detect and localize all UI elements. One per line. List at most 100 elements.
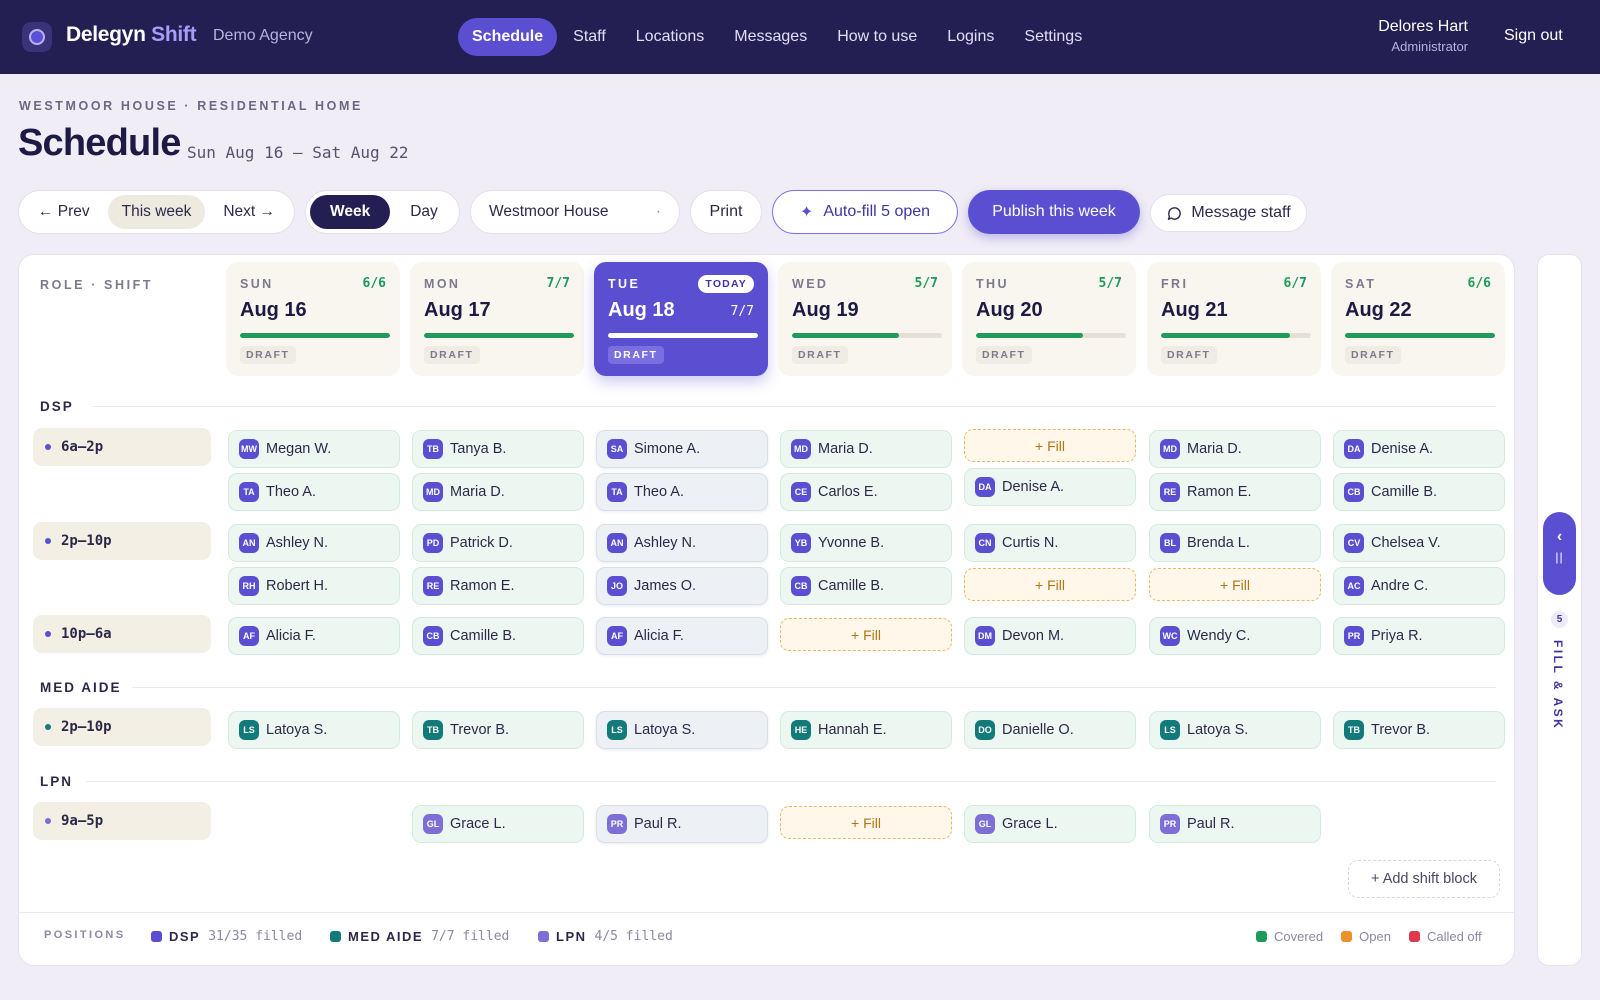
day-column-tue[interactable]: TUE TODAY 7/7 Aug 18 DRAFT [594,262,768,376]
shift-assignment-card[interactable]: YB Yvonne B. [780,524,952,562]
shift-assignment-card[interactable]: GL Grace L. [412,805,584,843]
day-column-wed[interactable]: WED 5/7 Aug 19 DRAFT [778,262,952,376]
coverage-progress-bar [1345,333,1495,338]
next-week-button[interactable]: Next → [223,203,275,220]
nav-locations[interactable]: Locations [635,28,705,45]
day-column-fri[interactable]: FRI 6/7 Aug 21 DRAFT [1147,262,1321,376]
print-button[interactable]: Print [690,190,762,234]
staff-avatar: DO [975,720,995,740]
legend-covered: Covered [1274,929,1324,944]
nav-staff[interactable]: Staff [573,28,606,45]
nav-schedule[interactable]: Schedule [458,18,558,56]
shift-assignment-card[interactable]: MW Megan W. [228,430,400,468]
shift-assignment-card[interactable]: CB Camille B. [1333,473,1505,511]
fill-open-shift-button[interactable]: + Fill [1149,568,1321,601]
shift-assignment-card[interactable]: PR Paul R. [1149,805,1321,843]
shift-assignment-card[interactable]: JO James O. [596,567,768,605]
fill-open-shift-button[interactable]: + Fill [780,806,952,839]
shift-assignment-card[interactable]: PR Paul R. [596,805,768,843]
nav-settings[interactable]: Settings [1024,28,1083,45]
week-view-button[interactable]: Week [310,195,391,229]
nav-logins[interactable]: Logins [947,28,995,45]
sign-out-button[interactable]: Sign out [1504,27,1563,44]
day-column-thu[interactable]: THU 5/7 Aug 20 DRAFT [962,262,1136,376]
shift-assignment-card[interactable]: GL Grace L. [964,805,1136,843]
section-lpn: LPN [40,774,73,789]
staff-name: Ashley N. [266,535,329,551]
shift-assignment-card[interactable]: TB Trevor B. [412,711,584,749]
shift-assignment-card[interactable]: SA Simone A. [596,430,768,468]
shift-assignment-card[interactable]: DM Devon M. [964,617,1136,655]
this-week-button[interactable]: This week [107,195,206,229]
shift-assignment-card[interactable]: MD Maria D. [412,473,584,511]
shift-assignment-card[interactable]: CE Carlos E. [780,473,952,511]
shift-assignment-card[interactable]: AF Alicia F. [596,617,768,655]
staff-name: Ramon E. [1187,484,1252,500]
day-column-sat[interactable]: SAT 6/6 Aug 22 DRAFT [1331,262,1505,376]
staff-name: Hannah E. [818,722,887,738]
day-view-button[interactable]: Day [410,203,438,220]
shift-assignment-card[interactable]: CN Curtis N. [964,524,1136,562]
shift-assignment-card[interactable]: MD Maria D. [1149,430,1321,468]
staff-avatar: HE [791,720,811,740]
auto-fill-button[interactable]: ✦ Auto-fill 5 open [772,190,958,234]
section-med-aide: MED AIDE [40,680,122,695]
shift-assignment-card[interactable]: TA Theo A. [228,473,400,511]
staff-avatar: AN [607,533,627,553]
shift-assignment-card[interactable]: RE Ramon E. [1149,473,1321,511]
shift-assignment-card[interactable]: TB Trevor B. [1333,711,1505,749]
add-shift-block-button[interactable]: + Add shift block [1348,860,1500,898]
day-of-week: FRI [1161,277,1189,291]
staff-name: Andre C. [1371,578,1429,594]
chevron-left-icon: ‹ [1556,528,1563,545]
publish-week-button[interactable]: Publish this week [968,190,1140,234]
staff-name: Camille B. [450,628,517,644]
shift-assignment-card[interactable]: DA Denise A. [964,468,1136,506]
draft-badge: DRAFT [976,346,1032,364]
staff-name: Grace L. [1002,816,1058,832]
brand-name[interactable]: Delegyn Shift [66,23,197,46]
staff-name: Ramon E. [450,578,515,594]
shift-assignment-card[interactable]: RE Ramon E. [412,567,584,605]
shift-assignment-card[interactable]: BL Brenda L. [1149,524,1321,562]
fill-open-shift-button[interactable]: + Fill [964,568,1136,601]
staff-name: Denise A. [1002,479,1065,495]
shift-assignment-card[interactable]: AC Andre C. [1333,567,1505,605]
nav-how-to-use[interactable]: How to use [837,28,918,45]
staff-avatar: TA [239,482,259,502]
shift-assignment-card[interactable]: AN Ashley N. [596,524,768,562]
shift-assignment-card[interactable]: LS Latoya S. [228,711,400,749]
staff-name: Chelsea V. [1371,535,1441,551]
day-column-sun[interactable]: SUN 6/6 Aug 16 DRAFT [226,262,400,376]
staff-name: Carlos E. [818,484,878,500]
shift-assignment-card[interactable]: TB Tanya B. [412,430,584,468]
shift-assignment-card[interactable]: RH Robert H. [228,567,400,605]
shift-assignment-card[interactable]: TA Theo A. [596,473,768,511]
shift-assignment-card[interactable]: CB Camille B. [412,617,584,655]
fill-open-shift-button[interactable]: + Fill [780,618,952,651]
shift-assignment-card[interactable]: PD Patrick D. [412,524,584,562]
day-column-mon[interactable]: MON 7/7 Aug 17 DRAFT [410,262,584,376]
shift-assignment-card[interactable]: PR Priya R. [1333,617,1505,655]
shift-assignment-card[interactable]: WC Wendy C. [1149,617,1321,655]
shift-assignment-card[interactable]: LS Latoya S. [596,711,768,749]
shift-assignment-card[interactable]: CB Camille B. [780,567,952,605]
fill-open-shift-button[interactable]: + Fill [964,429,1136,462]
shift-assignment-card[interactable]: AN Ashley N. [228,524,400,562]
staff-avatar: LS [1160,720,1180,740]
shift-assignment-card[interactable]: AF Alicia F. [228,617,400,655]
shift-assignment-card[interactable]: DO Danielle O. [964,711,1136,749]
shift-assignment-card[interactable]: CV Chelsea V. [1333,524,1505,562]
shift-assignment-card[interactable]: HE Hannah E. [780,711,952,749]
staff-name: Paul R. [1187,816,1235,832]
logo-icon[interactable] [22,22,52,52]
fill-and-ask-toggle[interactable]: ‹ || [1543,512,1576,595]
shift-assignment-card[interactable]: LS Latoya S. [1149,711,1321,749]
location-select[interactable]: Westmoor House · [470,190,680,234]
shift-assignment-card[interactable]: DA Denise A. [1333,430,1505,468]
message-staff-button[interactable]: Message staff [1150,194,1307,232]
staff-name: Camille B. [1371,484,1438,500]
nav-messages[interactable]: Messages [734,28,808,45]
prev-week-button[interactable]: ← Prev [38,203,90,220]
shift-assignment-card[interactable]: MD Maria D. [780,430,952,468]
